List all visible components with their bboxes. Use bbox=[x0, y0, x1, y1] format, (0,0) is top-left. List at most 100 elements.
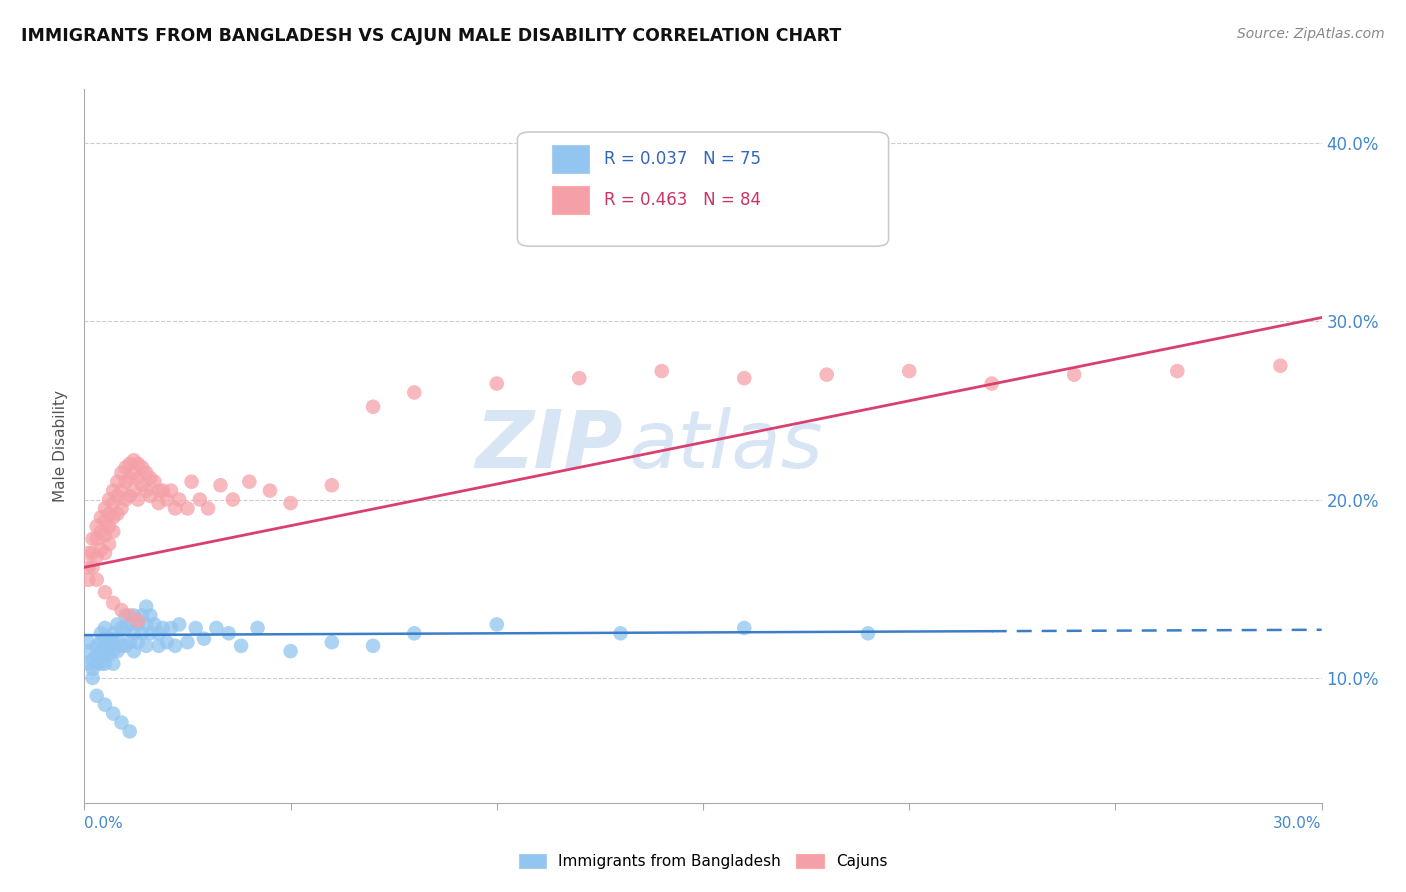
Point bbox=[485, 617, 508, 632]
Point bbox=[139, 471, 162, 485]
Point bbox=[86, 648, 108, 662]
Point bbox=[94, 528, 117, 542]
Point bbox=[131, 626, 153, 640]
Point bbox=[165, 501, 187, 516]
Point bbox=[94, 621, 117, 635]
Point bbox=[90, 635, 112, 649]
Point bbox=[176, 635, 198, 649]
Text: atlas: atlas bbox=[628, 407, 824, 485]
Point bbox=[127, 614, 149, 628]
Point bbox=[218, 626, 240, 640]
Point bbox=[94, 585, 117, 599]
Point bbox=[135, 617, 157, 632]
Point bbox=[160, 483, 183, 498]
Text: R = 0.463   N = 84: R = 0.463 N = 84 bbox=[605, 191, 761, 209]
Point bbox=[118, 489, 141, 503]
Point bbox=[110, 466, 132, 480]
Point bbox=[127, 635, 149, 649]
Point bbox=[898, 364, 921, 378]
Point bbox=[122, 483, 145, 498]
Point bbox=[77, 644, 100, 658]
Point bbox=[176, 501, 198, 516]
Point bbox=[86, 689, 108, 703]
Point bbox=[114, 492, 136, 507]
Point bbox=[77, 657, 100, 671]
Point bbox=[86, 549, 108, 564]
Point bbox=[94, 698, 117, 712]
Point bbox=[94, 648, 117, 662]
Point bbox=[94, 657, 117, 671]
Point bbox=[733, 621, 755, 635]
Point bbox=[1270, 359, 1292, 373]
Point bbox=[167, 617, 190, 632]
Point bbox=[94, 514, 117, 528]
Point bbox=[90, 542, 112, 557]
Point bbox=[103, 626, 125, 640]
Point bbox=[98, 632, 121, 646]
Point bbox=[139, 489, 162, 503]
Point bbox=[82, 653, 104, 667]
Point bbox=[193, 632, 215, 646]
Point bbox=[98, 507, 121, 521]
Point bbox=[131, 478, 153, 492]
Point bbox=[90, 657, 112, 671]
Point bbox=[94, 546, 117, 560]
Point bbox=[139, 626, 162, 640]
Point bbox=[98, 519, 121, 533]
Point bbox=[135, 466, 157, 480]
Point bbox=[110, 603, 132, 617]
Point bbox=[980, 376, 1002, 391]
Point bbox=[1063, 368, 1085, 382]
Point bbox=[118, 635, 141, 649]
Point bbox=[82, 532, 104, 546]
Point bbox=[361, 400, 384, 414]
Point bbox=[118, 724, 141, 739]
Point bbox=[86, 519, 108, 533]
Point bbox=[160, 621, 183, 635]
Bar bbox=[553, 186, 589, 214]
Point bbox=[114, 621, 136, 635]
Point bbox=[114, 475, 136, 489]
Point bbox=[110, 639, 132, 653]
FancyBboxPatch shape bbox=[517, 132, 889, 246]
Point bbox=[98, 492, 121, 507]
Y-axis label: Male Disability: Male Disability bbox=[53, 390, 69, 502]
Text: ZIP: ZIP bbox=[475, 407, 623, 485]
Point bbox=[167, 492, 190, 507]
Point bbox=[86, 657, 108, 671]
Point bbox=[609, 626, 631, 640]
Point bbox=[361, 639, 384, 653]
Text: IMMIGRANTS FROM BANGLADESH VS CAJUN MALE DISABILITY CORRELATION CHART: IMMIGRANTS FROM BANGLADESH VS CAJUN MALE… bbox=[21, 27, 841, 45]
Point bbox=[122, 626, 145, 640]
Point bbox=[205, 621, 228, 635]
Point bbox=[152, 621, 174, 635]
Point bbox=[103, 635, 125, 649]
Point bbox=[143, 617, 166, 632]
Point bbox=[77, 546, 100, 560]
Point bbox=[90, 524, 112, 539]
Text: Source: ZipAtlas.com: Source: ZipAtlas.com bbox=[1237, 27, 1385, 41]
Point bbox=[246, 621, 269, 635]
Point bbox=[110, 483, 132, 498]
Point bbox=[103, 483, 125, 498]
Point bbox=[82, 671, 104, 685]
Bar bbox=[553, 145, 589, 173]
Point bbox=[148, 639, 170, 653]
Point bbox=[1166, 364, 1188, 378]
Point bbox=[122, 466, 145, 480]
Point bbox=[90, 510, 112, 524]
Point bbox=[165, 639, 187, 653]
Point bbox=[105, 475, 128, 489]
Point bbox=[86, 532, 108, 546]
Point bbox=[103, 706, 125, 721]
Point bbox=[105, 632, 128, 646]
Point bbox=[118, 457, 141, 471]
Point bbox=[110, 715, 132, 730]
Point bbox=[90, 626, 112, 640]
Point bbox=[152, 483, 174, 498]
Point bbox=[118, 471, 141, 485]
Point bbox=[815, 368, 838, 382]
Point bbox=[105, 489, 128, 503]
Point bbox=[86, 639, 108, 653]
Point bbox=[98, 537, 121, 551]
